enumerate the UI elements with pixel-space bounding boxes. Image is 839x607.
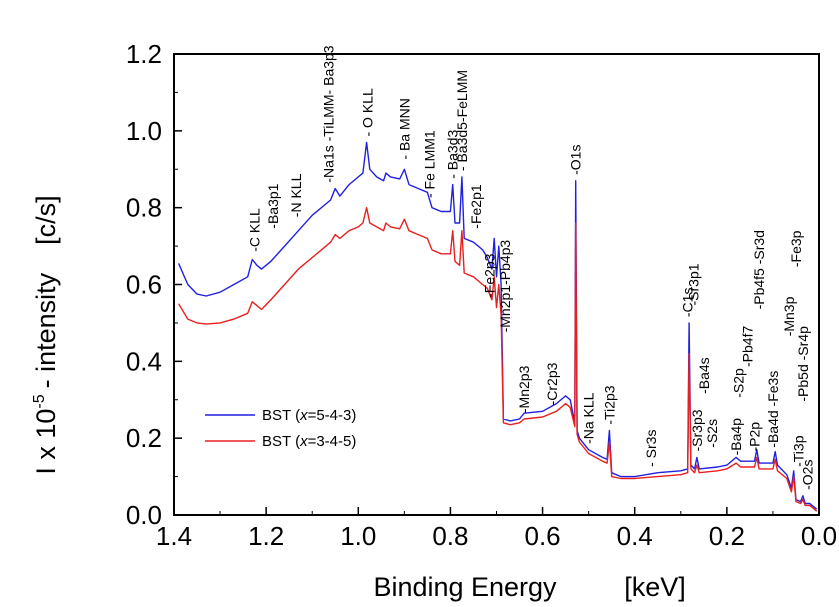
peak-label: -S2s <box>704 419 720 448</box>
peak-label: - Ba3d5-FeLMM <box>454 70 470 171</box>
peak-label: -Pb5d -Sr4p <box>795 326 811 402</box>
legend-label-series-1-prefix: BST ( <box>262 407 300 424</box>
x-tick-label: 0.2 <box>709 521 745 551</box>
peak-label: - O KLL <box>360 88 376 136</box>
y-tick-label: 1.0 <box>126 116 162 146</box>
x-tick-label: 0.6 <box>524 521 560 551</box>
peak-label: -Mn2p1-Pb4p3 <box>497 240 513 333</box>
peak-label: -Fe3p <box>788 230 804 267</box>
x-tick-label: 0.0 <box>801 521 837 551</box>
peak-label: -O2s <box>800 460 816 490</box>
peak-label: -Ba3p1 <box>265 183 281 228</box>
y-tick-label: 0.8 <box>126 193 162 223</box>
peak-label: - Sr3s <box>643 430 659 467</box>
x-tick-label: 0.4 <box>617 521 653 551</box>
peak-label: -Mn3p <box>781 296 797 336</box>
y-tick-label: 0.4 <box>126 346 162 376</box>
series-line-2 <box>177 207 818 512</box>
peak-label: -C1s <box>680 288 696 318</box>
peak-label: -Mn2p3 <box>516 365 532 413</box>
peak-label: -Na KLL <box>581 392 597 444</box>
legend-label-series-2-italic: x <box>299 433 308 450</box>
peak-label: -Fe2p3 <box>482 253 498 298</box>
legend-label-series-2-prefix: BST ( <box>262 433 300 450</box>
y-tick-label: 1.2 <box>126 39 162 69</box>
peak-label: - Ba MNN <box>396 98 412 159</box>
peak-label: -Cr2p3 <box>544 362 560 405</box>
y-axis-unit: [c/s] <box>31 195 61 245</box>
legend: BST (x=5-4-3) BST (x=3-4-5) <box>205 407 356 450</box>
peak-label: - Fe LMM1 <box>422 130 438 198</box>
legend-label-series-2-suffix: =3-4-5) <box>308 433 357 450</box>
peak-label: - Ba3d3 <box>445 130 461 179</box>
y-tick-label: 0.2 <box>126 423 162 453</box>
peak-label: -S2p <box>730 368 746 398</box>
peak-label: -O1s <box>568 145 584 175</box>
peak-label: -Ba4s <box>696 357 712 394</box>
peak-label: -N KLL <box>288 173 304 217</box>
peak-label: -Na1s -TiLMM- Ba3p3 <box>320 45 336 182</box>
x-axis-unit: [keV] <box>624 572 686 602</box>
peak-label: -Fe2p1 <box>468 184 484 229</box>
x-tick-label: 1.4 <box>156 521 192 551</box>
peak-label: -Pb4f5 -Sr3d <box>751 230 767 309</box>
y-axis-title: I x 10-5 - intensity [c/s] <box>31 195 61 474</box>
legend-label-series-1: BST (x=5-4-3) <box>262 407 356 424</box>
peak-label: -Sr3p1 <box>686 263 702 305</box>
legend-label-series-1-suffix: =5-4-3) <box>308 407 357 424</box>
peak-label: -Ti2p3 <box>601 385 617 424</box>
legend-label-series-2: BST (x=3-4-5) <box>262 433 356 450</box>
peak-label: -Pb4f7 <box>740 326 756 367</box>
y-axis-label: I x 10 <box>31 409 61 475</box>
series-layer <box>177 141 818 512</box>
y-axis-exponent: -5 <box>31 394 48 408</box>
x-axis-title: Binding Energy <box>373 572 557 602</box>
peak-label: -Ba4p <box>728 418 744 456</box>
peak-label: -C KLL <box>247 208 263 252</box>
peak-label: -Sr3p3 <box>689 409 705 451</box>
x-tick-label: 1.0 <box>340 521 376 551</box>
ticks-layer: 1.4 1.2 1.0 0.8 0.6 0.4 0.2 0.0 0.0 0.2 0.4 0.6 0.8 1… <box>126 39 837 551</box>
x-tick-label: 0.8 <box>432 521 468 551</box>
annotations-layer: -C KLL-Ba3p1 -N KLL -Na1s -TiLMM- Ba3p3 - O… <box>247 45 816 490</box>
y-axis-suffix: - intensity <box>31 272 61 388</box>
y-tick-label: 0.6 <box>126 270 162 300</box>
peak-label: -P2p <box>747 422 763 452</box>
y-tick-label: 0.0 <box>126 500 162 530</box>
peak-label: -Ba4d -Fe3s <box>765 371 781 448</box>
legend-label-series-1-italic: x <box>299 407 308 424</box>
peak-label: -Ti3p <box>790 435 806 467</box>
x-tick-label: 1.2 <box>248 521 284 551</box>
